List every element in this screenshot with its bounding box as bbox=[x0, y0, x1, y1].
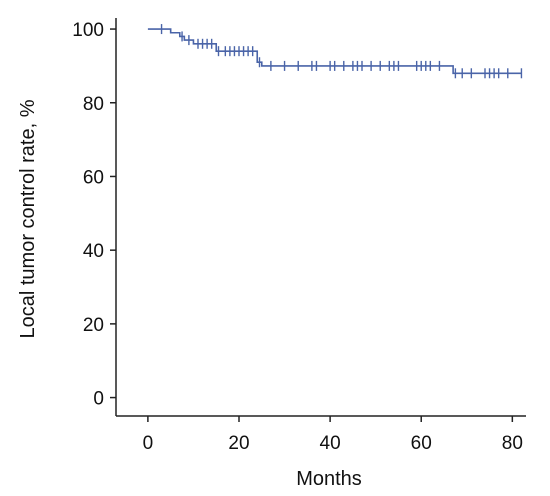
ticks: 0 20 40 60 80 100 0 20 40 60 80 bbox=[72, 20, 523, 454]
x-tick-label: 20 bbox=[228, 433, 249, 454]
y-tick-label: 40 bbox=[83, 241, 104, 262]
y-axis-title: Local tumor control rate, % bbox=[17, 99, 39, 338]
y-tick-label: 100 bbox=[72, 20, 104, 41]
survival-curve bbox=[147, 28, 522, 75]
x-axis-title: Months bbox=[296, 468, 362, 490]
y-tick-label: 80 bbox=[83, 94, 104, 115]
x-tick-label: 0 bbox=[143, 433, 154, 454]
y-tick-label: 60 bbox=[83, 167, 104, 188]
x-tick-label: 80 bbox=[502, 433, 523, 454]
y-tick-label: 0 bbox=[93, 389, 104, 410]
y-tick-label: 20 bbox=[83, 315, 104, 336]
axes bbox=[115, 18, 526, 417]
x-tick-label: 40 bbox=[320, 433, 341, 454]
x-tick-label: 60 bbox=[411, 433, 432, 454]
plot-area bbox=[147, 24, 523, 79]
